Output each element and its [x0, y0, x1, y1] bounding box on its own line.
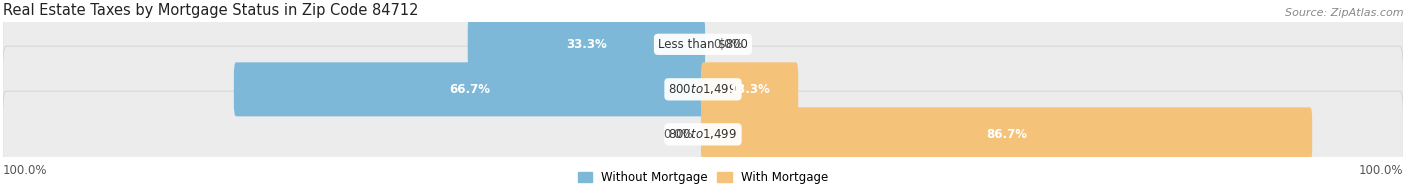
FancyBboxPatch shape	[3, 1, 1403, 88]
FancyBboxPatch shape	[702, 107, 1312, 161]
Text: $800 to $1,499: $800 to $1,499	[668, 127, 738, 141]
FancyBboxPatch shape	[3, 46, 1403, 132]
FancyBboxPatch shape	[233, 62, 704, 116]
Text: Less than $800: Less than $800	[658, 38, 748, 51]
Text: Real Estate Taxes by Mortgage Status in Zip Code 84712: Real Estate Taxes by Mortgage Status in …	[3, 3, 418, 18]
Text: 86.7%: 86.7%	[986, 128, 1026, 141]
Text: 0.0%: 0.0%	[662, 128, 693, 141]
Text: 66.7%: 66.7%	[449, 83, 489, 96]
FancyBboxPatch shape	[702, 62, 799, 116]
Text: $800 to $1,499: $800 to $1,499	[668, 82, 738, 96]
Text: 33.3%: 33.3%	[567, 38, 607, 51]
FancyBboxPatch shape	[468, 17, 704, 71]
Text: 13.3%: 13.3%	[730, 83, 770, 96]
FancyBboxPatch shape	[3, 91, 1403, 178]
Text: Source: ZipAtlas.com: Source: ZipAtlas.com	[1285, 8, 1403, 18]
Legend: Without Mortgage, With Mortgage: Without Mortgage, With Mortgage	[574, 166, 832, 189]
Text: 100.0%: 100.0%	[3, 164, 48, 177]
Text: 100.0%: 100.0%	[1358, 164, 1403, 177]
Text: 0.0%: 0.0%	[713, 38, 744, 51]
